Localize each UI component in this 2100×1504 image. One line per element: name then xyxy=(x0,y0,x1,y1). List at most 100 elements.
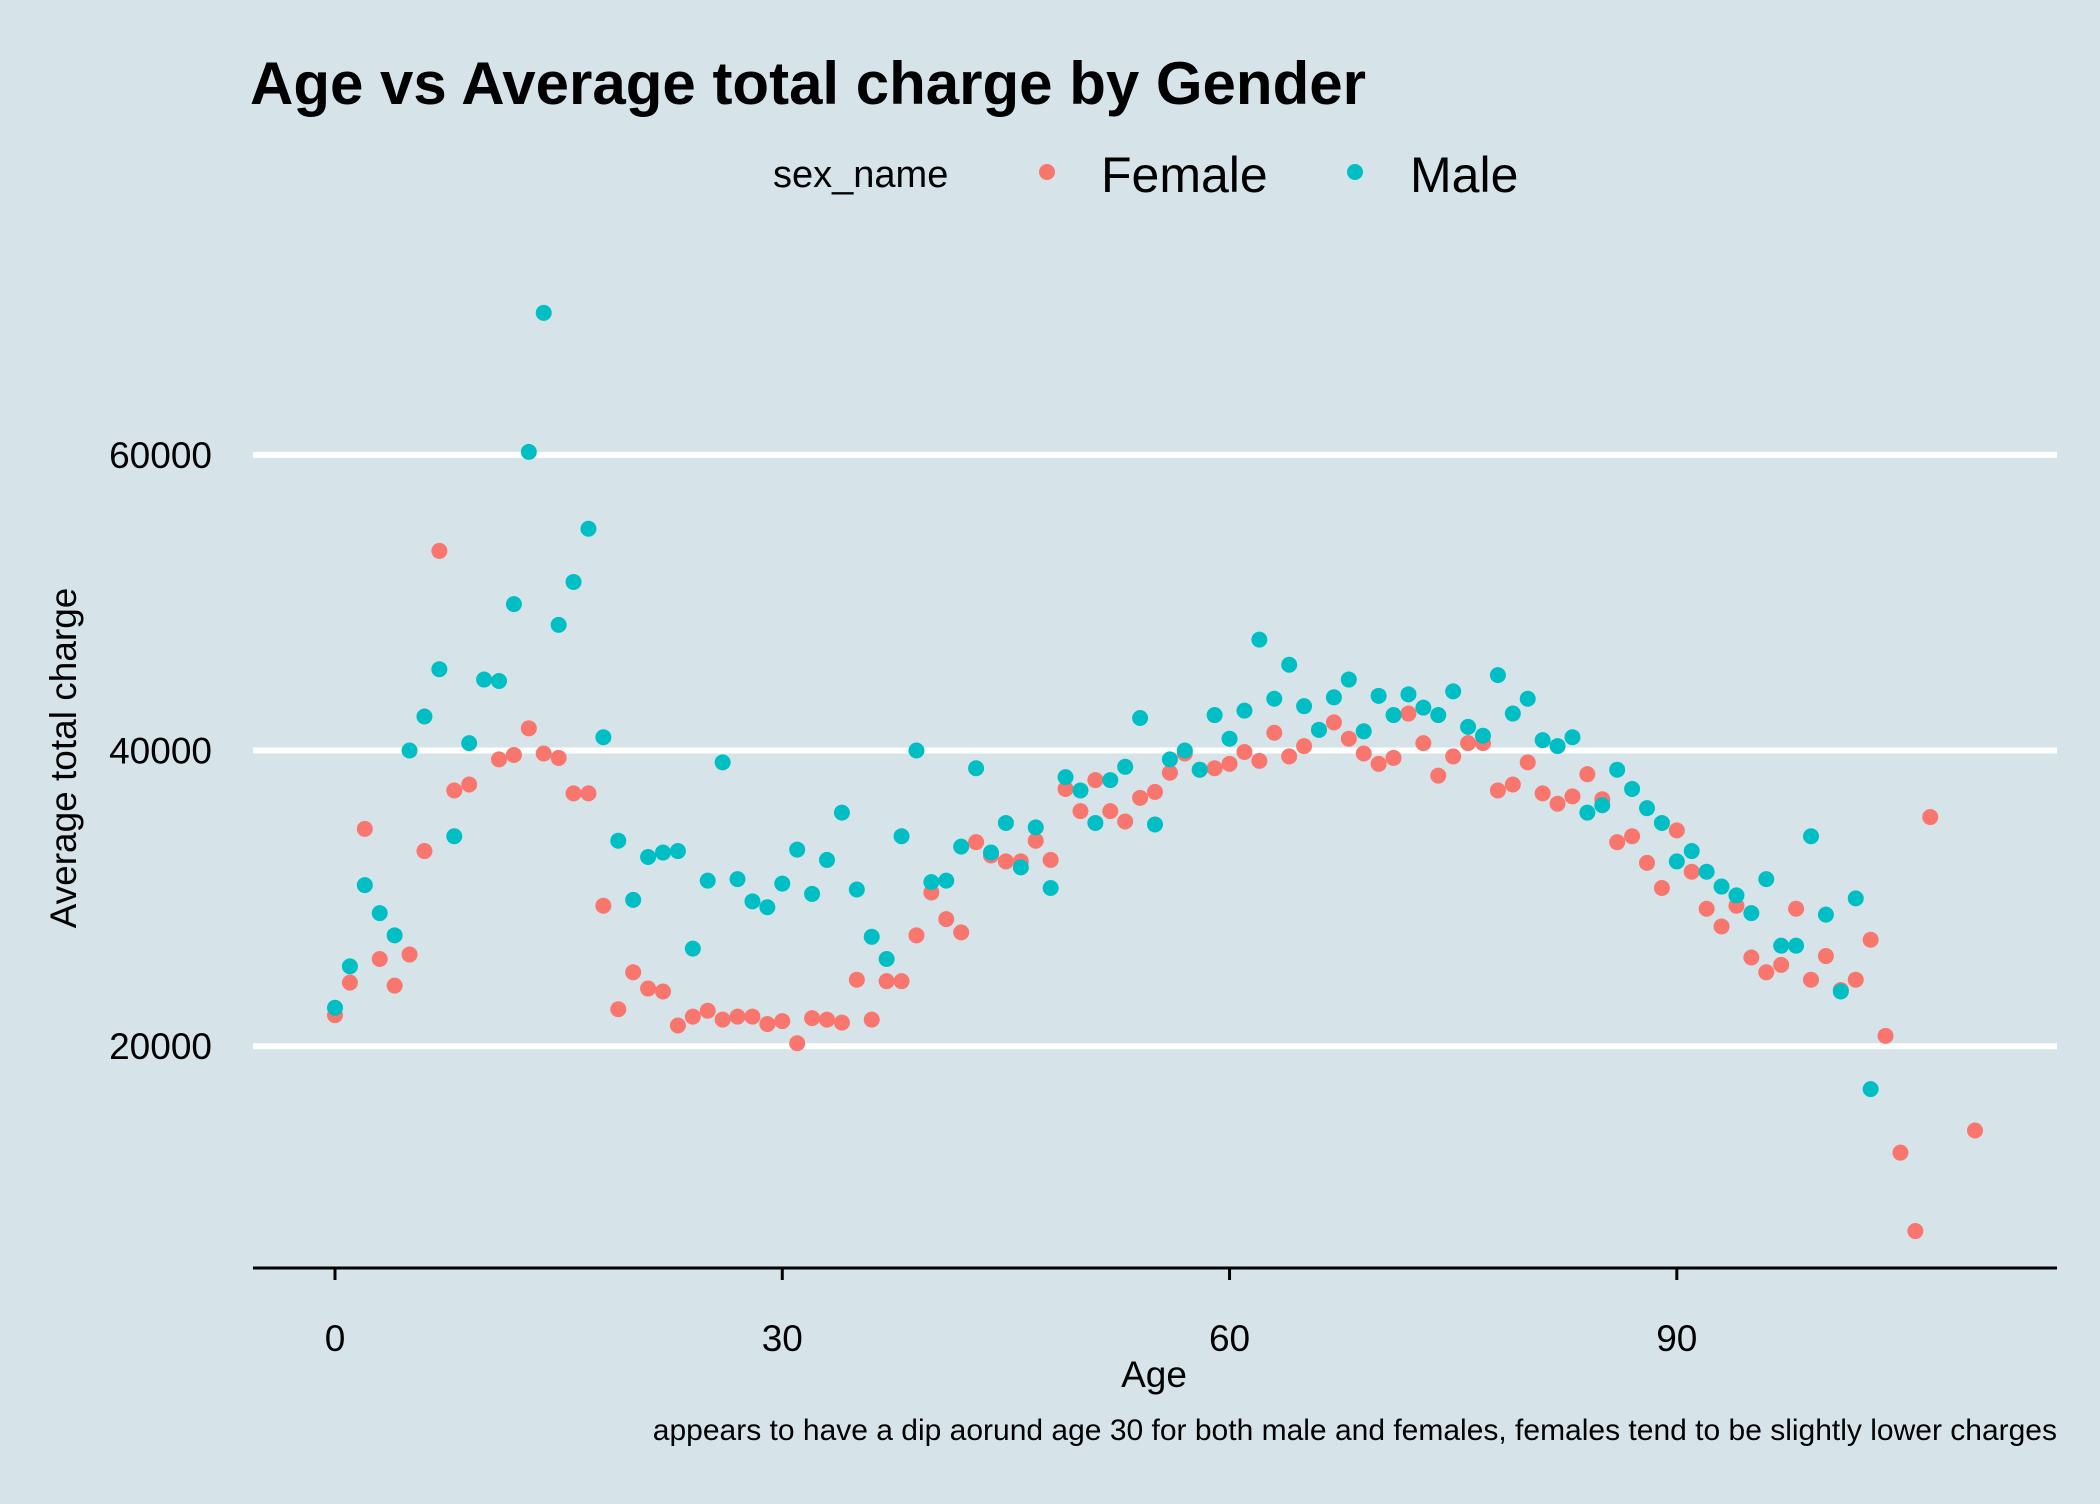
female-point xyxy=(1206,760,1223,777)
female-point xyxy=(1221,755,1238,772)
female-point xyxy=(1027,832,1044,849)
male-point xyxy=(1415,699,1432,716)
female-point xyxy=(1385,749,1402,766)
female-point xyxy=(1877,1027,1894,1044)
female-point xyxy=(1803,971,1819,988)
female-point xyxy=(1624,828,1641,845)
female-point xyxy=(1251,752,1268,769)
male-point xyxy=(505,596,522,613)
female-point xyxy=(1504,776,1521,793)
female-point xyxy=(1117,813,1134,830)
female-point xyxy=(1639,854,1655,871)
male-point xyxy=(1817,906,1834,923)
legend: sex_name Female Male xyxy=(773,147,1518,203)
male-point xyxy=(655,844,671,861)
x-axis: 0 30 60 90 xyxy=(253,1266,2057,1359)
female-point xyxy=(1325,714,1342,731)
male-point xyxy=(640,848,657,865)
gridlines xyxy=(253,451,2057,1050)
female-point xyxy=(1072,803,1089,820)
male-point xyxy=(565,573,582,590)
female-point xyxy=(1653,880,1670,897)
y-tick-label: 40000 xyxy=(109,731,212,772)
male-point xyxy=(1594,797,1611,814)
male-point xyxy=(1027,819,1044,836)
male-point xyxy=(953,838,970,855)
male-point xyxy=(356,877,373,894)
male-point xyxy=(1132,709,1149,726)
female-point xyxy=(1847,971,1864,988)
female-point xyxy=(461,776,478,793)
female-point xyxy=(1907,1223,1924,1240)
female-point xyxy=(1236,743,1253,760)
legend-title: sex_name xyxy=(773,154,948,196)
male-point xyxy=(983,844,999,861)
female-point xyxy=(1400,705,1417,722)
male-points xyxy=(327,304,1879,1098)
female-point xyxy=(908,927,925,944)
female-point xyxy=(953,924,970,941)
male-point xyxy=(1519,690,1536,707)
female-point xyxy=(505,746,522,763)
male-point xyxy=(1445,683,1462,700)
x-tick-label: 90 xyxy=(1656,1318,1697,1359)
male-point xyxy=(1340,671,1357,688)
female-point xyxy=(789,1035,806,1052)
male-point xyxy=(1206,707,1223,724)
male-point xyxy=(1221,730,1238,747)
female-point xyxy=(580,785,597,802)
male-point xyxy=(1355,723,1372,740)
male-point xyxy=(1475,727,1491,744)
female-point xyxy=(1296,738,1313,755)
chart-caption: appears to have a dip aorund age 30 for … xyxy=(653,1414,2057,1447)
male-point xyxy=(625,891,642,908)
legend-female-marker xyxy=(1039,164,1055,180)
male-point xyxy=(729,871,746,888)
female-point xyxy=(431,542,448,559)
x-tick-label: 30 xyxy=(762,1318,803,1359)
male-point xyxy=(1236,702,1253,719)
male-point xyxy=(1489,667,1506,684)
female-point xyxy=(1579,766,1596,783)
male-point xyxy=(431,661,448,678)
male-point xyxy=(550,616,567,633)
female-point xyxy=(1698,900,1715,917)
male-point xyxy=(1788,937,1805,954)
female-point xyxy=(1132,789,1149,806)
female-point xyxy=(1549,795,1566,812)
male-point xyxy=(1296,698,1313,715)
female-point xyxy=(610,1001,627,1018)
female-point xyxy=(535,745,552,762)
male-point xyxy=(1251,631,1268,648)
legend-male-marker xyxy=(1347,164,1363,180)
male-point xyxy=(1430,707,1447,724)
male-point xyxy=(908,742,925,759)
male-point xyxy=(684,940,701,957)
male-point xyxy=(386,927,403,944)
male-point xyxy=(1325,689,1342,706)
male-point xyxy=(401,742,418,759)
male-point xyxy=(1460,718,1477,735)
male-point xyxy=(1400,686,1417,703)
female-point xyxy=(1430,767,1447,784)
male-point xyxy=(1117,758,1134,775)
male-point xyxy=(446,828,463,845)
male-point xyxy=(878,950,895,967)
male-point xyxy=(1072,782,1089,799)
female-point xyxy=(1788,900,1805,917)
female-point xyxy=(416,843,433,860)
male-point xyxy=(610,832,627,849)
male-point xyxy=(1758,871,1775,888)
male-point xyxy=(371,905,388,922)
male-point xyxy=(1653,814,1670,831)
x-tick-label: 60 xyxy=(1209,1318,1250,1359)
male-point xyxy=(789,841,806,858)
female-point xyxy=(1370,755,1387,772)
male-point xyxy=(1728,887,1745,904)
male-point xyxy=(1504,705,1521,722)
female-point xyxy=(1609,834,1626,851)
male-point xyxy=(1639,800,1655,817)
female-point xyxy=(1892,1144,1909,1161)
y-tick-label: 20000 xyxy=(109,1026,212,1067)
